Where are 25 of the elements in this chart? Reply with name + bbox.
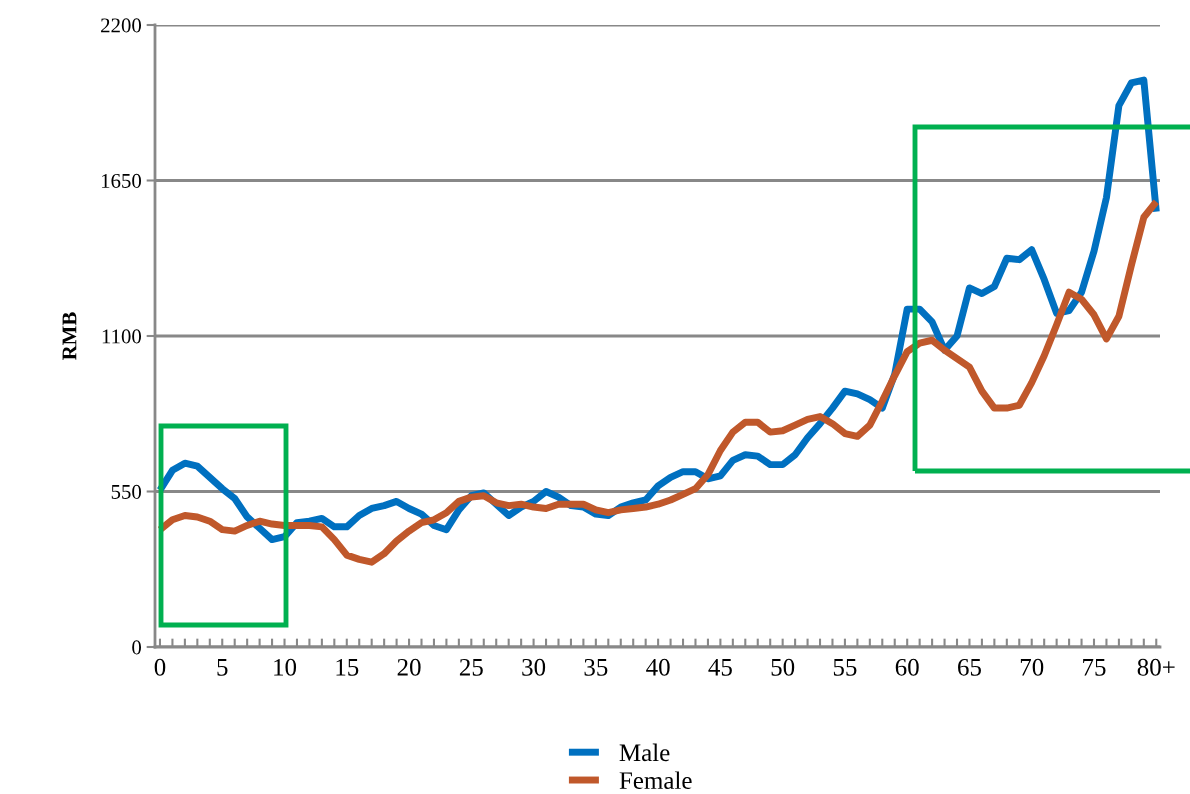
legend-label: Male xyxy=(619,743,670,762)
x-tick-label: 5 xyxy=(217,659,228,676)
y-tick-label: 550 xyxy=(111,484,142,499)
x-tick-label: 35 xyxy=(584,658,608,676)
y-tick-label: 2200 xyxy=(101,18,142,33)
y-tick-label: 0 xyxy=(132,640,142,655)
legend-label: Female xyxy=(619,771,692,790)
y-axis-title: RMB xyxy=(62,312,77,360)
x-tick-label: 25 xyxy=(459,658,483,676)
x-tick-label: 80+ xyxy=(1137,658,1175,676)
x-tick-label: 65 xyxy=(958,658,981,676)
x-tick-label: 60 xyxy=(895,658,919,676)
x-tick-label: 70 xyxy=(1020,658,1044,676)
x-tick-label: 0 xyxy=(154,658,166,676)
y-tick-label: 1100 xyxy=(102,329,142,344)
x-tick-label: 40 xyxy=(646,658,670,676)
x-tick-label: 55 xyxy=(833,659,857,676)
x-tick-label: 30 xyxy=(522,658,546,676)
x-tick-label: 10 xyxy=(274,658,297,676)
x-tick-label: 15 xyxy=(336,658,359,676)
x-tick-label: 75 xyxy=(1083,659,1106,676)
y-tick-label: 1650 xyxy=(101,173,142,188)
x-tick-label: 20 xyxy=(397,658,421,676)
x-tick-label: 50 xyxy=(771,658,795,676)
x-tick-label: 45 xyxy=(708,659,732,676)
